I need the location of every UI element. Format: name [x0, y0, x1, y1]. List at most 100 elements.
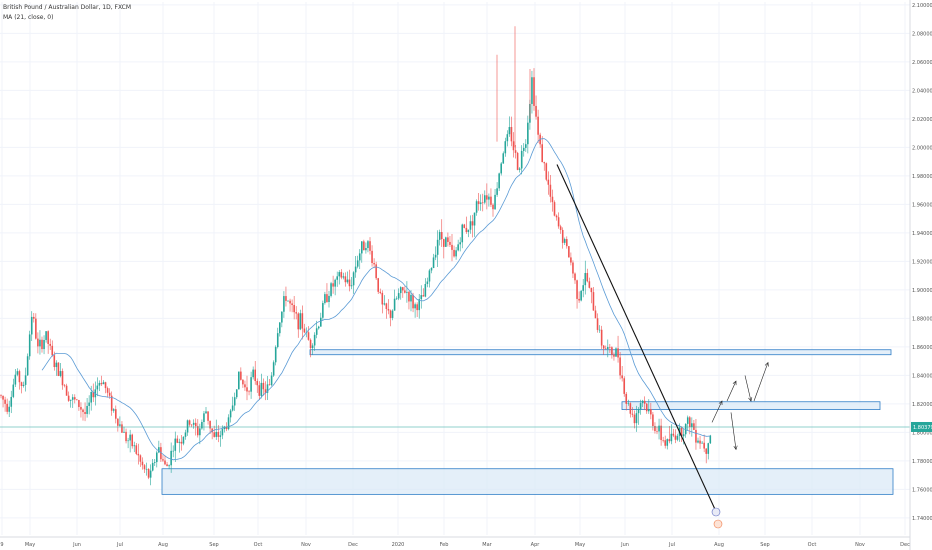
candle-body [229, 410, 232, 418]
candle-body [33, 316, 35, 319]
candle-body [463, 224, 466, 228]
candle-body [664, 440, 666, 446]
candle-body [340, 272, 343, 278]
candle-body [656, 431, 658, 432]
time-tick-label: Jun [620, 542, 629, 548]
candle-body [514, 150, 517, 153]
candle-body [112, 409, 115, 411]
candle-body [324, 294, 326, 304]
candle-body [473, 212, 476, 226]
time-tick-label: Oct [808, 542, 817, 548]
candle-body [643, 400, 646, 404]
candle-body [648, 409, 650, 412]
current-price-label: 1.80379 [913, 425, 932, 431]
candle-body [627, 403, 630, 404]
projection-arrowhead [733, 445, 738, 451]
candle-body [486, 195, 488, 200]
time-tick-label: Nov [855, 542, 865, 548]
candle-body [104, 382, 107, 389]
candle-body [328, 295, 330, 302]
candle-body [289, 300, 291, 304]
price-tick-label: 1.88000 [912, 316, 932, 322]
candle-body [322, 303, 324, 318]
candle-body [383, 303, 386, 305]
projection-arrowhead [732, 380, 737, 386]
drawing-tools-layer [0, 164, 910, 529]
candle-body [443, 239, 445, 247]
projection-arrow-line [711, 400, 723, 423]
price-tick-label: 1.78000 [912, 459, 932, 465]
candle-body [336, 276, 338, 280]
candle-body [4, 399, 6, 404]
candle-body [358, 253, 361, 261]
candle-body [115, 409, 117, 419]
candle-body [61, 371, 64, 386]
candle-body [285, 296, 287, 301]
candle-body [387, 308, 390, 311]
candle-body [119, 424, 121, 426]
candle-body [686, 417, 689, 424]
candle-body [209, 420, 211, 429]
candle-body [662, 440, 664, 441]
candle-body [283, 296, 285, 312]
candle-body [231, 405, 234, 411]
candle-body [619, 357, 621, 376]
price-tick-label: 1.94000 [912, 231, 932, 237]
candle-body [356, 260, 359, 267]
candle-body [420, 295, 423, 300]
candle-body [51, 345, 54, 356]
candle-body [252, 369, 254, 378]
candle-body [598, 329, 601, 331]
candle-body [153, 462, 156, 463]
candle-body [697, 440, 699, 443]
candle-body [481, 202, 484, 204]
candle-body [615, 348, 617, 357]
price-tick-label: 2.02000 [912, 117, 932, 123]
trend-line [556, 164, 716, 510]
candle-body [307, 332, 310, 340]
candle-body [217, 431, 220, 437]
price-tick-label: 2.06000 [912, 60, 932, 66]
candle-body [670, 433, 673, 442]
candle-body [434, 254, 437, 258]
candle-body [629, 403, 632, 414]
candle-body [248, 391, 250, 393]
projection-arrow-line [726, 380, 737, 402]
time-tick-label: May [25, 542, 35, 548]
candle-body [346, 279, 349, 283]
candle-body [574, 273, 576, 281]
candle-body [281, 311, 283, 323]
middle-resistance-zone [621, 401, 881, 410]
price-tick-label: 1.84000 [912, 373, 932, 379]
candle-body [471, 221, 474, 226]
candle-body [342, 276, 345, 278]
candle-body [53, 355, 56, 368]
candle-body [527, 122, 529, 145]
candle-body [127, 440, 129, 442]
candle-body [611, 347, 613, 355]
candle-body [45, 331, 47, 340]
candle-body [490, 196, 492, 205]
candle-body [28, 334, 31, 357]
candle-body [397, 293, 400, 299]
candle-body [76, 399, 78, 401]
candle-body [164, 460, 166, 465]
candle-body [86, 405, 88, 414]
symbol-title: British Pound / Australian Dollar, 1D, F… [3, 4, 132, 11]
zone-layer [161, 349, 894, 495]
candle-body [641, 400, 644, 404]
candle-body [363, 241, 365, 251]
current-price-badge [911, 421, 932, 432]
candle-body [41, 339, 43, 350]
candle-body [502, 153, 505, 164]
candle-body [455, 250, 457, 257]
candle-body [553, 202, 556, 216]
candle-body [705, 448, 707, 454]
candle-body [178, 441, 181, 443]
candle-body [172, 450, 174, 452]
candle-body [129, 434, 131, 441]
candle-body [293, 305, 295, 313]
candle-body [238, 371, 240, 390]
candle-body [67, 395, 70, 401]
